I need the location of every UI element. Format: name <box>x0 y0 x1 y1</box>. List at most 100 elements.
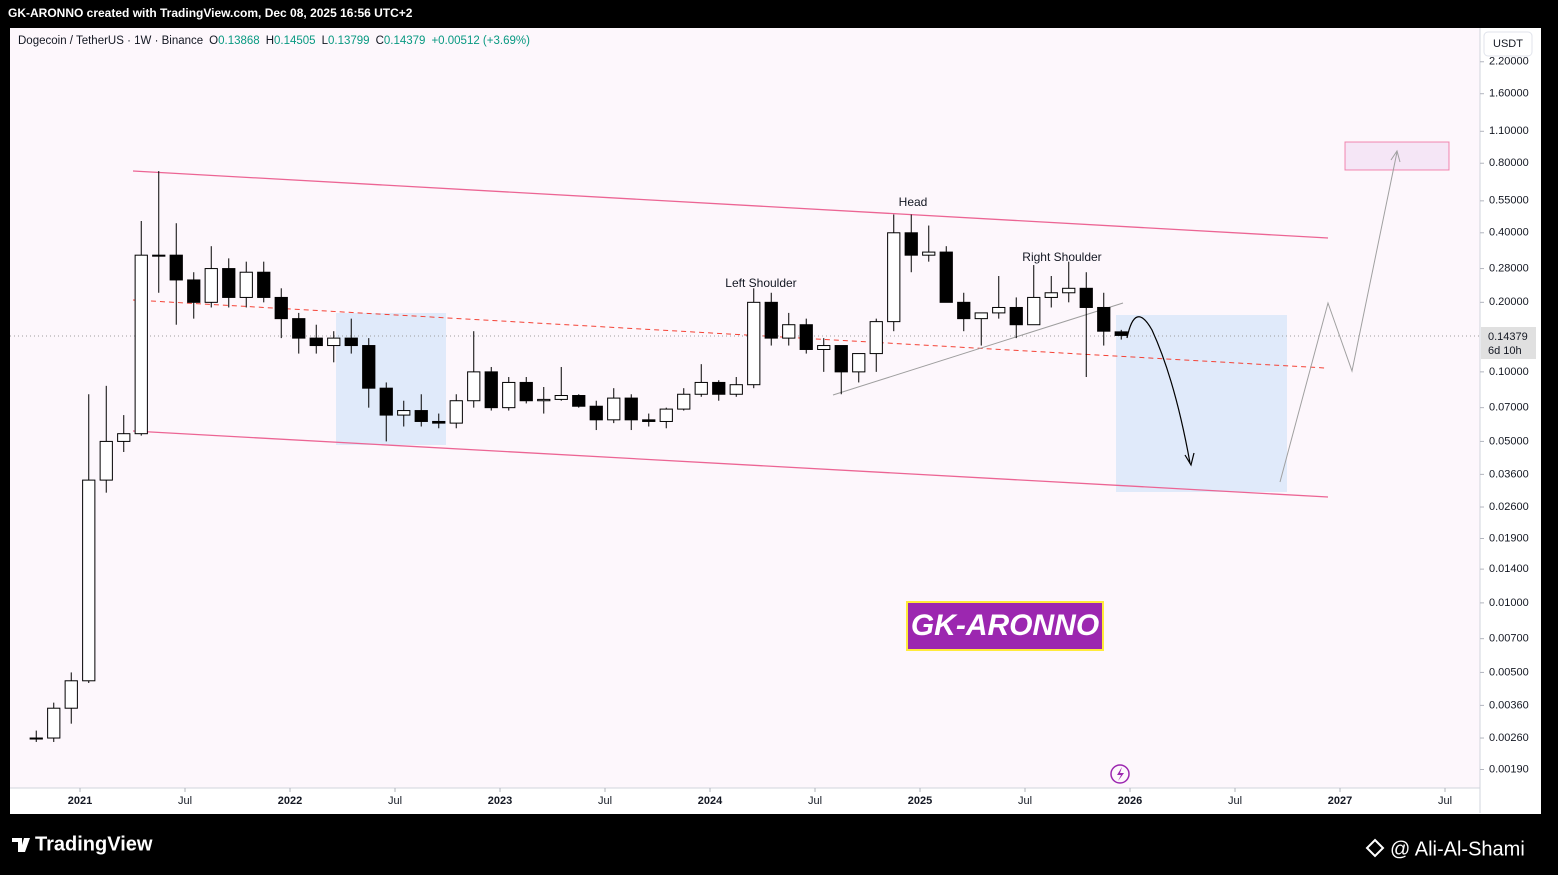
last-price: 0.14379 <box>1488 331 1528 343</box>
currency-button[interactable] <box>1483 31 1533 57</box>
candle-body <box>152 254 166 257</box>
plot-area <box>10 28 1480 788</box>
y-tick-label: 0.40000 <box>1489 227 1529 239</box>
alert-bolt <box>1117 767 1124 781</box>
y-tick-label: 0.80000 <box>1489 157 1529 169</box>
y-tick-label: 0.01900 <box>1489 532 1529 544</box>
candle-body <box>589 405 603 421</box>
y-tick-label: 0.00700 <box>1489 633 1529 645</box>
candle-body <box>379 387 393 416</box>
candle-body <box>624 397 638 421</box>
y-tick-label: 1.10000 <box>1489 125 1529 137</box>
target-zone <box>1344 141 1450 171</box>
candle-body <box>344 337 358 347</box>
candle-body <box>694 381 708 395</box>
candle-body <box>537 398 551 402</box>
candle-body <box>414 410 428 422</box>
candle-body <box>677 393 691 410</box>
candle-body <box>29 737 43 740</box>
symbol-legend: Dogecoin / TetherUS · 1W · Binance O0.138… <box>18 35 530 47</box>
arrow-head <box>1184 452 1195 467</box>
candle-body <box>292 318 306 339</box>
x-tick-label: 2021 <box>68 795 92 807</box>
candle-body <box>82 479 96 682</box>
legend-value: 0.14505 <box>274 35 316 47</box>
legend-value: 0.14379 <box>383 35 426 47</box>
candle-body <box>974 312 988 320</box>
candle-body <box>817 345 831 350</box>
y-tick-label: 0.00500 <box>1489 666 1529 678</box>
candle-body <box>432 420 446 424</box>
y-tick-label: 0.05000 <box>1489 435 1529 447</box>
watermark-box <box>906 601 1104 651</box>
candle-body <box>712 381 726 395</box>
candle-body <box>1114 331 1128 336</box>
candle-body <box>572 395 586 407</box>
y-tick-label: 0.00260 <box>1489 732 1529 744</box>
pattern-label: Right Shoulder <box>1022 250 1101 264</box>
candle-body <box>852 353 866 373</box>
y-tick-label: 0.01400 <box>1489 563 1529 575</box>
brand: TradingView <box>35 833 153 855</box>
y-tick-label: 0.00190 <box>1489 763 1529 775</box>
y-tick-label: 0.20000 <box>1489 296 1529 308</box>
candle-body <box>659 408 673 422</box>
candle-body <box>484 371 498 409</box>
candle-body <box>922 251 936 256</box>
candle-body <box>327 337 341 347</box>
channel-top <box>132 170 1329 239</box>
candle-body <box>1044 292 1058 298</box>
candle-body <box>117 433 131 442</box>
y-tick-label: 1.60000 <box>1489 88 1529 100</box>
candle-body <box>222 268 236 298</box>
candle-body <box>887 232 901 323</box>
candle-body <box>502 381 516 409</box>
candle-body <box>869 321 883 355</box>
y-tick-label: 0.10000 <box>1489 366 1529 378</box>
x-tick-label: 2024 <box>698 795 723 807</box>
candle-body <box>992 306 1006 314</box>
legend-change: +0.00512 (+3.69%) <box>431 35 530 47</box>
alert-icon[interactable] <box>1110 764 1130 784</box>
x-tick-label: Jul <box>388 795 402 807</box>
pattern-label: Head <box>899 195 928 209</box>
legend-value: 0.13868 <box>218 35 260 47</box>
brand-logo <box>12 838 30 852</box>
candle-body <box>274 296 288 320</box>
y-tick-label: 2.20000 <box>1489 56 1529 68</box>
channel-mid <box>132 299 1326 369</box>
snapshot-title: GK-ARONNO created with TradingView.com, … <box>8 6 413 20</box>
candle-body <box>309 337 323 347</box>
y-tick-label: 0.55000 <box>1489 195 1529 207</box>
candle-body <box>904 232 918 256</box>
candle-body <box>1009 306 1023 326</box>
arrow-head <box>1390 149 1401 163</box>
legend-value: 0.13799 <box>327 35 370 47</box>
candle-body <box>64 680 78 709</box>
x-tick-label: Jul <box>1228 795 1242 807</box>
candle-body <box>449 400 463 424</box>
candle-body <box>1062 287 1076 294</box>
candle-body <box>729 384 743 395</box>
neckline <box>832 302 1124 396</box>
y-tick-label: 0.03600 <box>1489 468 1529 480</box>
candle-body <box>607 397 621 421</box>
candle-body <box>834 345 848 373</box>
y-tick-label: 0.02600 <box>1489 501 1529 513</box>
candle-body <box>187 279 201 303</box>
last-price-box <box>1481 327 1536 359</box>
y-tick-label: 0.00360 <box>1489 699 1529 711</box>
watermark: GK-ARONNO <box>911 609 1099 642</box>
candles <box>29 171 1128 742</box>
candle-body <box>239 271 253 298</box>
currency[interactable]: USDT <box>1493 38 1523 50</box>
y-tick-label: 0.01000 <box>1489 597 1529 609</box>
candle-body <box>799 324 813 350</box>
x-tick-label: Jul <box>178 795 192 807</box>
author-icon <box>1365 838 1385 858</box>
candle-body <box>169 254 183 281</box>
candle-body <box>362 345 376 389</box>
y-tick-label: 0.28000 <box>1489 262 1529 274</box>
